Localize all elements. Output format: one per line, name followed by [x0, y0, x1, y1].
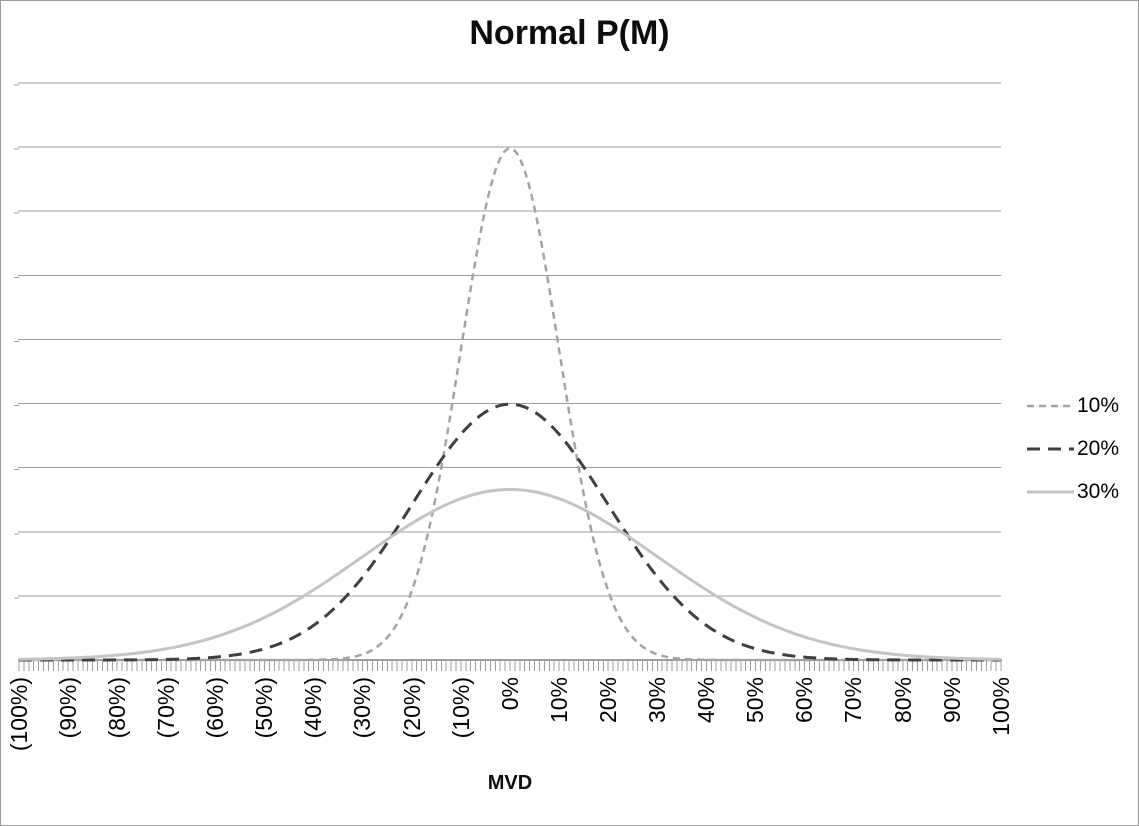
legend-item-10pct: 10% [1027, 384, 1119, 427]
x-tick-label: (40%) [299, 677, 329, 738]
x-tick-label: 60% [790, 677, 820, 723]
x-tick-label-text: 20% [594, 677, 621, 724]
legend-line-sample [1027, 447, 1074, 450]
x-tick-label: 10% [544, 677, 574, 723]
x-tick-label-text: (30%) [349, 677, 376, 739]
x-tick-label: 20% [593, 677, 623, 723]
legend-line-sample [1027, 404, 1074, 407]
x-tick-label: 90% [937, 677, 967, 723]
x-axis-title: MVD [487, 772, 533, 794]
x-tick-label-text: 40% [693, 677, 720, 724]
x-tick-label-text: (50%) [251, 677, 278, 739]
x-tick-label-text: 100% [987, 677, 1014, 736]
x-tick-label-text: 80% [889, 677, 916, 724]
legend: 10% 20% 30% [1027, 384, 1119, 513]
x-tick-label-text: (90%) [54, 677, 81, 739]
x-tick-label: (100%) [4, 677, 34, 751]
x-tick-label-text: (10%) [447, 677, 474, 739]
x-tick-label-text: 60% [791, 677, 818, 724]
x-tick-label-text: 0% [496, 677, 523, 711]
x-tick-label-text: 10% [545, 677, 572, 724]
gridlines [14, 82, 1001, 599]
x-tick-label: (80%) [102, 677, 132, 738]
legend-item-30pct: 30% [1027, 470, 1119, 513]
x-tick-label: (30%) [348, 677, 378, 738]
x-tick-label: (90%) [53, 677, 83, 738]
x-tick-label-text: (20%) [398, 677, 425, 739]
x-tick-label: (50%) [250, 677, 280, 738]
x-tick-label-text: 50% [742, 677, 769, 724]
x-tick-label-text: (60%) [202, 677, 229, 739]
legend-line-sample [1027, 490, 1074, 493]
x-tick-label: 100% [986, 677, 1016, 736]
x-tick-label: 70% [839, 677, 869, 723]
curve-10pct [19, 147, 1001, 662]
x-tick-label: (70%) [151, 677, 181, 738]
x-tick-label: 30% [642, 677, 672, 723]
legend-label: 30% [1077, 479, 1120, 503]
x-tick-label-text: 70% [840, 677, 867, 724]
x-tick-label: (10%) [446, 677, 476, 738]
x-tick-label-text: (40%) [300, 677, 327, 739]
x-tick-label-text: (80%) [103, 677, 130, 739]
x-tick-label: (60%) [200, 677, 230, 738]
x-tick-label-text: 90% [938, 677, 965, 724]
legend-label: 10% [1077, 393, 1120, 417]
legend-label: 20% [1077, 436, 1120, 460]
x-tick-label: 50% [741, 677, 771, 723]
x-tick-label: (20%) [397, 677, 427, 738]
x-tick-label: 40% [691, 677, 721, 723]
chart-title: Normal P(M) [469, 14, 670, 52]
legend-item-20pct: 20% [1027, 427, 1119, 470]
x-axis [18, 659, 1002, 671]
x-tick-label: 80% [888, 677, 918, 723]
x-tick-label: 0% [495, 677, 525, 710]
x-tick-label-text: 30% [644, 677, 671, 724]
curve-30pct [18, 487, 1002, 661]
x-tick-label-text: (100%) [5, 677, 32, 752]
x-tick-label-text: (70%) [153, 677, 180, 739]
